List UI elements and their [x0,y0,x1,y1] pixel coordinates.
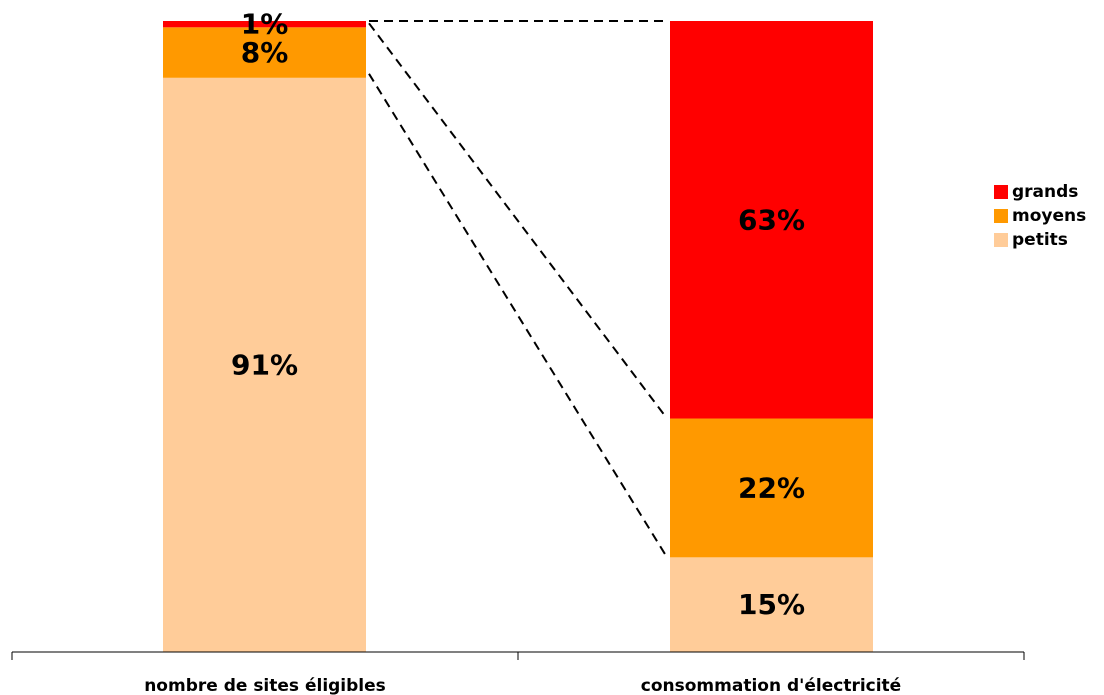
data-label-moyens-nombre-de-sites-eligibles: 8% [241,36,289,69]
data-label-moyens-consommation-d-electricite: 22% [738,471,805,504]
bar-segment-grands-consommation-d-electricite [670,21,873,419]
connector-line-1 [368,73,668,558]
legend-label-grands: grands [1012,182,1079,202]
bar-segment-petits-consommation-d-electricite [670,557,873,652]
legend-swatch-moyens [994,209,1008,223]
legend-swatch-grands [994,185,1008,199]
data-label-grands-consommation-d-electricite: 63% [738,203,805,236]
data-label-petits-consommation-d-electricite: 15% [738,588,805,621]
bar-segment-grands-nombre-de-sites-eligibles [163,21,366,28]
data-label-grands-nombre-de-sites-eligibles: 1% [241,8,289,41]
legend-label-petits: petits [1012,230,1068,250]
x-tick-label-nombre-de-sites-eligibles: nombre de sites éligibles [144,676,386,695]
bar-segment-moyens-consommation-d-electricite [670,418,873,558]
bar-segment-petits-nombre-de-sites-eligibles [163,77,366,653]
legend-item-grands: grands [994,180,1104,204]
x-tick-label-consommation-d-electricite: consommation d'électricité [641,676,901,695]
legend-item-petits: petits [994,228,1104,252]
legend-label-moyens: moyens [1012,206,1087,226]
legend: grands moyens petits [994,180,1104,252]
legend-swatch-petits [994,233,1008,247]
legend-item-moyens: moyens [994,204,1104,228]
bar-segment-moyens-nombre-de-sites-eligibles [163,27,366,78]
connector-line-2 [368,22,668,420]
data-label-petits-nombre-de-sites-eligibles: 91% [231,348,298,381]
